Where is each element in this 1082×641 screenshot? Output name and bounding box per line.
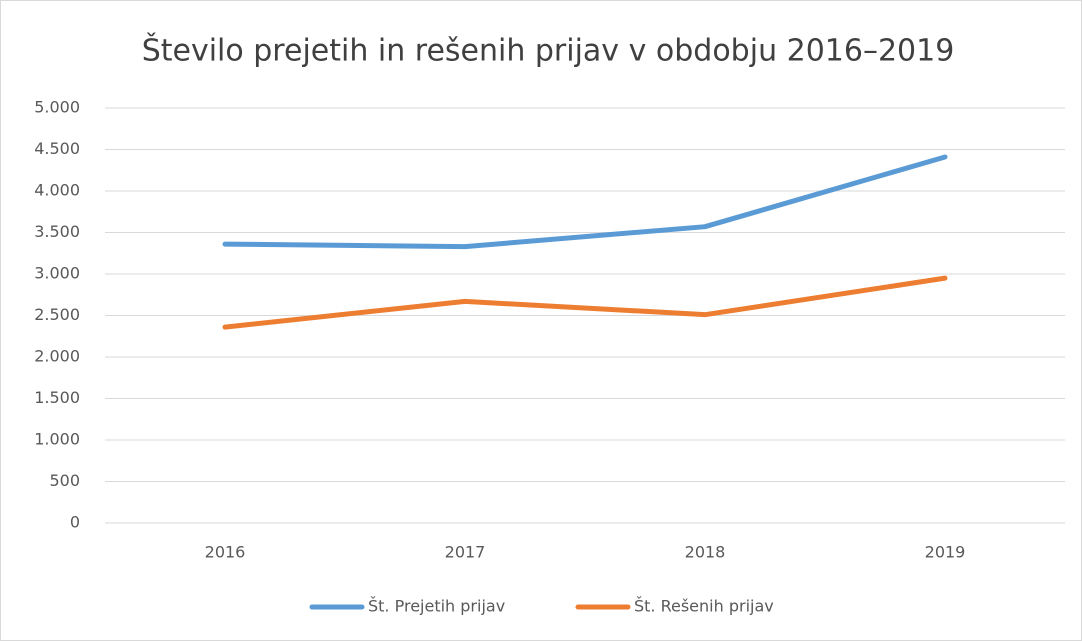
y-tick-label: 5.000: [34, 98, 80, 117]
legend-label: Št. Prejetih prijav: [368, 597, 505, 616]
y-tick-label: 500: [49, 471, 80, 490]
y-tick-label: 0: [70, 513, 80, 532]
x-tick-label: 2018: [685, 543, 726, 562]
x-tick-label: 2017: [445, 543, 486, 562]
y-tick-label: 2.500: [34, 305, 80, 324]
series-line: [222, 154, 948, 250]
y-tick-label: 4.500: [34, 139, 80, 158]
y-tick-label: 2.000: [34, 347, 80, 366]
y-tick-label: 1.500: [34, 388, 80, 407]
x-tick-label: 2016: [205, 543, 246, 562]
legend-label: Št. Rešenih prijav: [634, 597, 774, 616]
y-tick-label: 1.000: [34, 430, 80, 449]
series-line: [222, 275, 948, 330]
x-tick-label: 2019: [925, 543, 966, 562]
chart-title: Število prejetih in rešenih prijav v obd…: [142, 32, 955, 69]
y-tick-label: 4.000: [34, 181, 80, 200]
y-tick-label: 3.500: [34, 222, 80, 241]
y-tick-label: 3.000: [34, 264, 80, 283]
